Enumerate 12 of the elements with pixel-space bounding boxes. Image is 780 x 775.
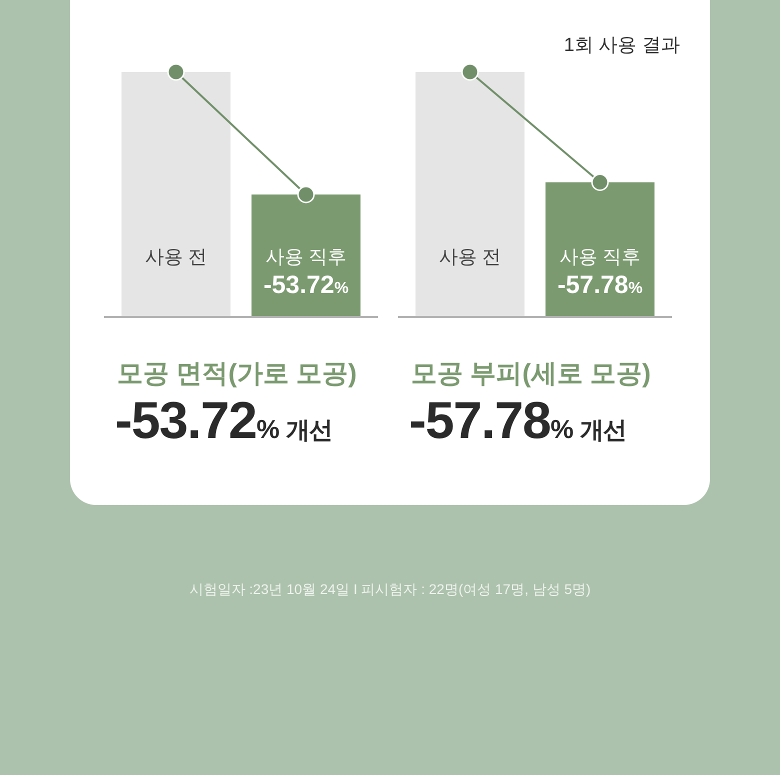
x-tick-label: 사용 직후	[265, 247, 347, 268]
x-tick-label: 사용 전	[438, 247, 502, 268]
x-tick-label: 사용 직후	[559, 247, 641, 268]
text: -57.78% 개선	[409, 392, 626, 450]
text: 모공 면적(가로 모공)	[117, 358, 357, 388]
text: -53.72% 개선	[115, 392, 332, 450]
annotation: -57.78%	[557, 271, 643, 299]
text: 모공 부피(세로 모공)	[411, 358, 651, 388]
text: 1회 사용 결과	[564, 35, 680, 56]
notes: 시험일자 :23년 10월 24일 I 피시험자 : 22명(여성 17명, 남성 5명)	[189, 581, 591, 597]
annotation: -53.72%	[263, 271, 349, 299]
x-tick-label: 사용 전	[144, 247, 208, 268]
